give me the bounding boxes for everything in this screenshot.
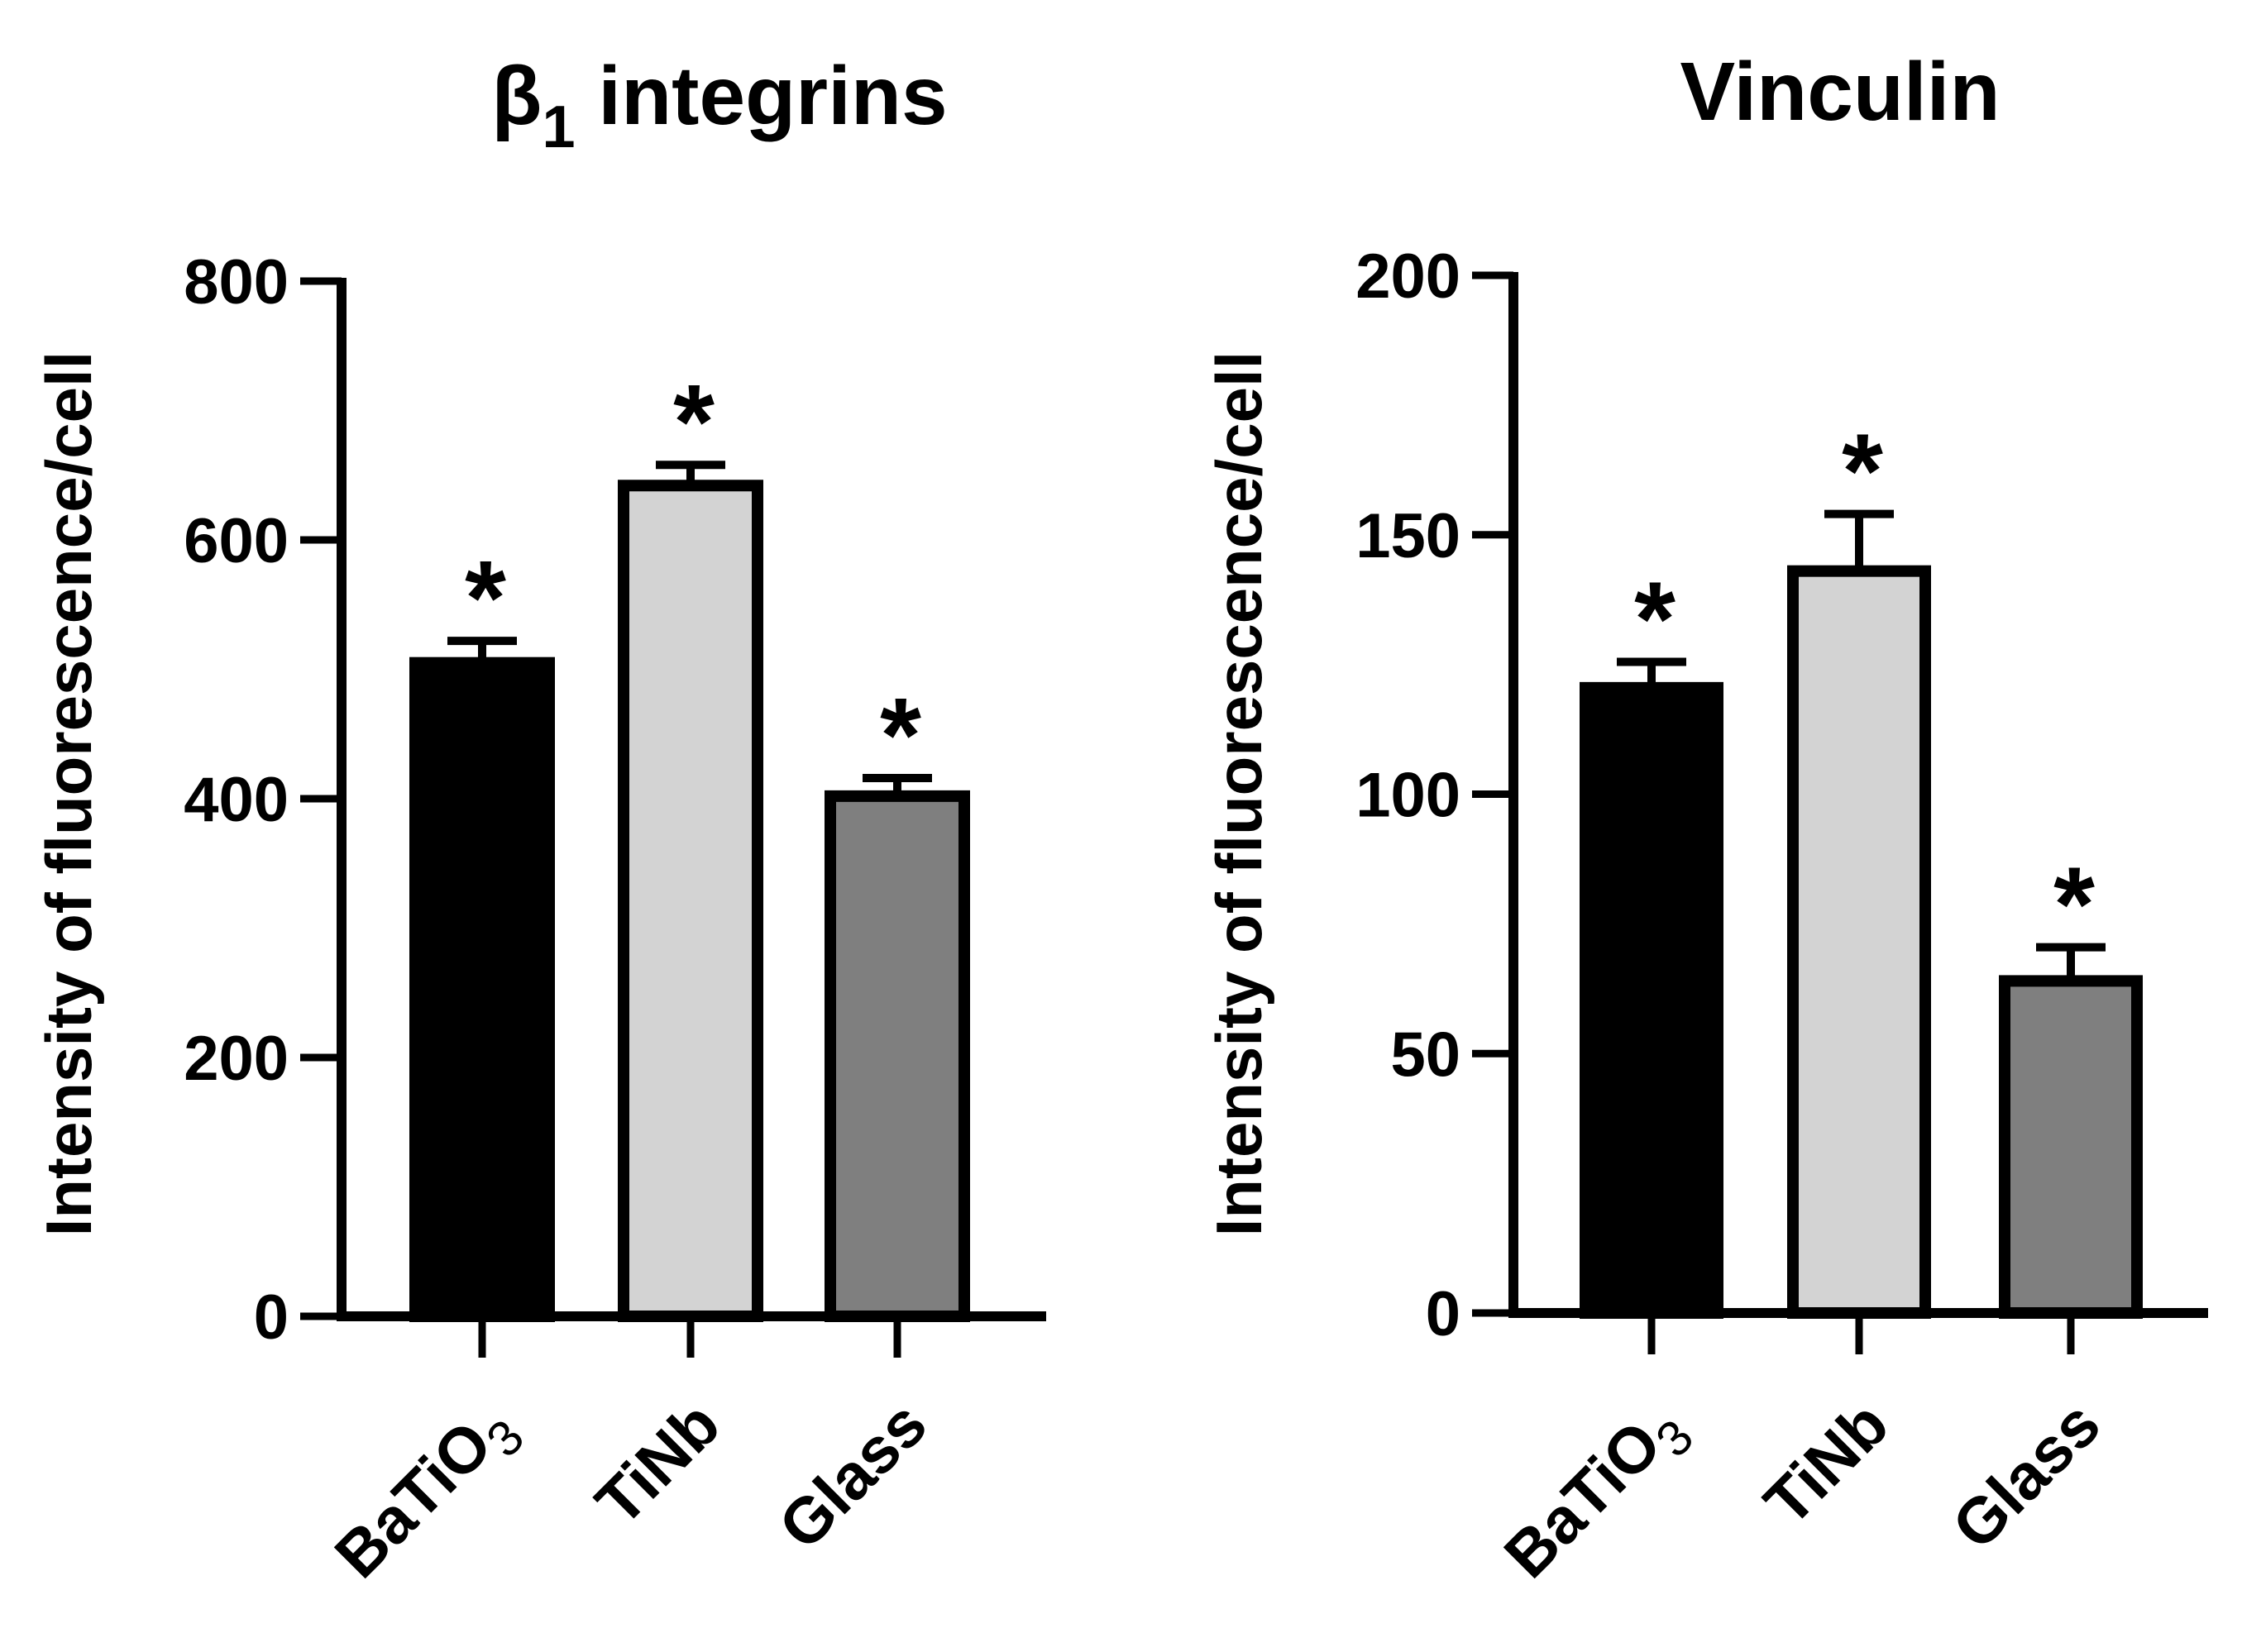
- significance-star: *: [465, 539, 506, 657]
- chart-title: Vinculin: [1680, 45, 2000, 138]
- significance-star: *: [880, 676, 921, 795]
- y-axis-label: Intensity of fluorescence/cell: [32, 351, 105, 1237]
- chart-title: β1 integrins: [491, 50, 947, 160]
- chart-title-main: β: [491, 50, 542, 142]
- y-tick-label: 0: [1426, 1279, 1460, 1349]
- bar: [618, 480, 763, 1322]
- significance-star: *: [1634, 560, 1676, 678]
- y-axis-label: Intensity of fluorescence/cell: [1202, 351, 1275, 1237]
- y-tick-label: 600: [184, 506, 289, 576]
- chart-title-rest: integrins: [576, 50, 948, 142]
- bar: [825, 790, 970, 1322]
- y-tick-label: 200: [1355, 241, 1460, 312]
- y-tick-label: 400: [184, 765, 289, 835]
- y-tick-label: 200: [184, 1024, 289, 1094]
- y-tick-label: 800: [184, 247, 289, 318]
- y-tick-label: 150: [1355, 501, 1460, 571]
- chart-title-main: Vinculin: [1680, 45, 2000, 138]
- significance-star: *: [673, 363, 715, 481]
- y-tick-label: 100: [1355, 761, 1460, 831]
- y-tick-label: 50: [1390, 1019, 1460, 1090]
- bar: [1580, 681, 1723, 1319]
- significance-star: *: [1842, 413, 1883, 531]
- y-tick-label: 0: [254, 1282, 289, 1353]
- bar: [1999, 975, 2143, 1320]
- chart-panel-1: β1 integrins Intensity of fluorescence/ce…: [32, 50, 1046, 1592]
- significance-star: *: [2053, 846, 2095, 964]
- bar: [1787, 565, 1931, 1319]
- chart-title-subscript: 1: [542, 94, 575, 160]
- bar: [409, 657, 555, 1322]
